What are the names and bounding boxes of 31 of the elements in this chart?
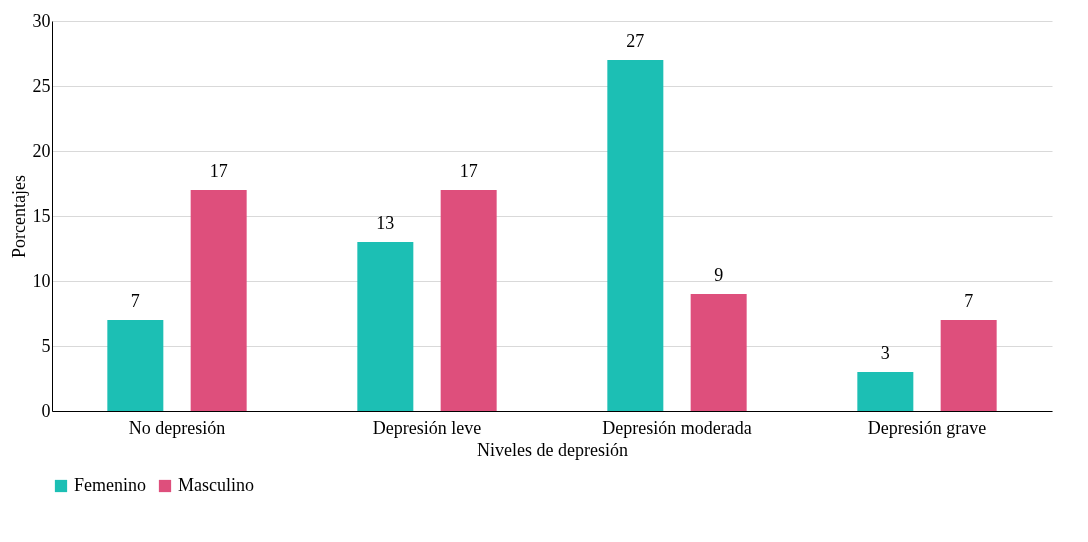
y-axis-title: Porcentajes [8,175,29,258]
bar [357,242,414,411]
y-tick-label: 25 [32,75,51,96]
data-label: 17 [209,161,228,181]
x-tick-label: Depresión moderada [602,417,752,438]
x-tick-label: Depresión grave [867,417,987,438]
x-tick-label: Depresión leve [372,417,482,438]
data-label: 17 [459,161,478,181]
bar [607,60,664,411]
legend-label: Masculino [178,475,254,495]
data-label: 27 [626,31,645,51]
data-label: 9 [714,265,724,285]
y-tick-label: 30 [32,10,51,31]
y-tick-label: 5 [41,335,51,356]
data-label: 7 [130,291,140,311]
data-label: 3 [880,343,890,363]
y-tick-label: 15 [32,205,51,226]
bar [190,190,247,411]
bar [690,294,747,411]
data-label: 7 [964,291,974,311]
data-label: 13 [376,213,395,233]
x-tick-label: No depresión [128,417,226,438]
bar [107,320,164,411]
x-axis-title: Niveles de depresión [477,439,628,460]
legend-label: Femenino [74,475,146,495]
y-tick-label: 10 [32,270,51,291]
bar [857,372,914,411]
bar [440,190,497,411]
bar [940,320,997,411]
y-tick-label: 20 [32,140,51,161]
y-tick-label: 0 [41,400,51,421]
